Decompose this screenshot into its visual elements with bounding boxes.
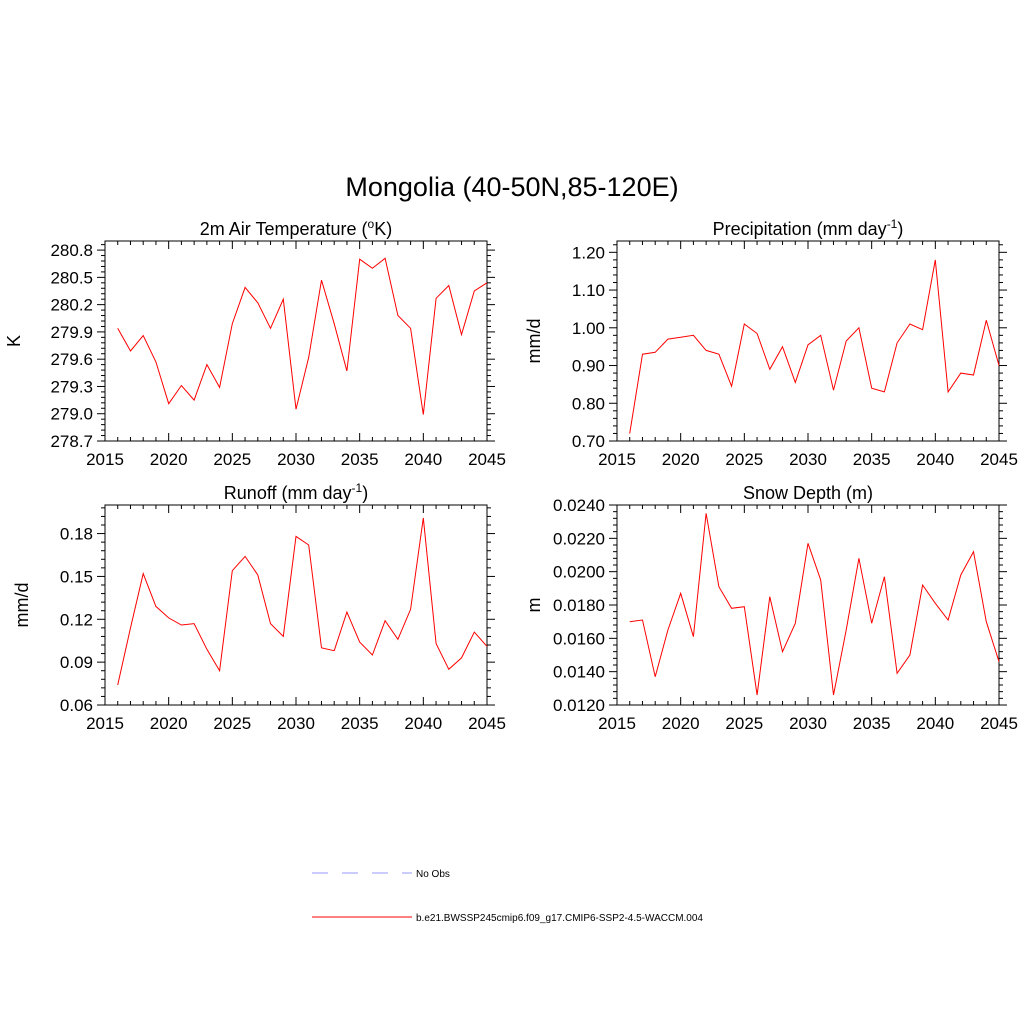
precipitation-series-line <box>629 259 1000 434</box>
precipitation-x-tick-label: 2025 <box>725 450 763 469</box>
temperature-x-tick-label: 2040 <box>404 450 442 469</box>
precipitation-x-tick-label: 2020 <box>662 450 700 469</box>
temperature-x-tick-label: 2015 <box>86 450 124 469</box>
snow-depth-y-tick-label: 0.0120 <box>553 696 605 715</box>
runoff-x-tick-label: 2035 <box>341 714 379 733</box>
temperature-x-axis: 2015 2020 2025 2030 2035 2040 2045 <box>86 241 506 469</box>
runoff-y-tick-label: 0.18 <box>60 525 93 544</box>
snow-depth-x-tick-label: 2030 <box>789 714 827 733</box>
temperature-y-tick-label: 279.0 <box>50 405 93 424</box>
temperature-x-tick-label: 2045 <box>468 450 506 469</box>
temperature-y-tick-label: 279.3 <box>50 377 93 396</box>
snow-depth-y-tick-label: 0.0140 <box>553 663 605 682</box>
precipitation-x-tick-label: 2030 <box>789 450 827 469</box>
precipitation-y-tick-label: 0.80 <box>572 394 605 413</box>
temperature-x-tick-label: 2030 <box>277 450 315 469</box>
temperature-series-line <box>117 257 488 415</box>
temperature-plot-frame <box>104 240 488 442</box>
temperature-y-tick-label: 279.9 <box>50 323 93 342</box>
snow-depth-x-tick-label: 2020 <box>662 714 700 733</box>
temperature-y-axis-label: K <box>4 335 24 347</box>
runoff-panel: Runoff (mm day-1) 2015 2020 2025 2030 2035 204… <box>12 481 506 733</box>
runoff-y-tick-label: 0.15 <box>60 567 93 586</box>
snow-depth-series-line <box>629 513 1000 696</box>
snow-depth-y-tick-label: 0.0160 <box>553 629 605 648</box>
runoff-x-tick-label: 2020 <box>150 714 188 733</box>
runoff-x-tick-label: 2040 <box>404 714 442 733</box>
precipitation-y-tick-label: 1.00 <box>572 319 605 338</box>
snow-depth-x-tick-label: 2045 <box>980 714 1018 733</box>
temperature-x-tick-label: 2025 <box>213 450 251 469</box>
snow-depth-y-tick-label: 0.0220 <box>553 529 605 548</box>
precipitation-title: Precipitation (mm day-1) <box>713 217 904 239</box>
runoff-x-tick-label: 2025 <box>213 714 251 733</box>
precipitation-y-tick-label: 1.20 <box>572 243 605 262</box>
figure-title: Mongolia (40-50N,85-120E) <box>345 172 678 202</box>
snow-depth-plot-frame <box>616 504 1000 706</box>
temperature-y-tick-label: 280.8 <box>50 241 93 260</box>
snow-depth-x-tick-label: 2025 <box>725 714 763 733</box>
snow-depth-y-axis-label: m <box>524 598 544 613</box>
temperature-y-tick-label: 280.5 <box>50 268 93 287</box>
temperature-x-tick-label: 2020 <box>150 450 188 469</box>
precipitation-y-tick-label: 1.10 <box>572 281 605 300</box>
runoff-y-axis-label: mm/d <box>12 583 32 628</box>
precipitation-panel: Precipitation (mm day-1) 2015 2020 2025 2030… <box>524 217 1018 469</box>
temperature-panel: 2m Air Temperature (oK)2015 2020 2025 2030 2… <box>4 217 506 469</box>
runoff-x-tick-label: 2015 <box>86 714 124 733</box>
snow-depth-panel: Snow Depth (m)2015 2020 2025 2030 2035 2040 20… <box>524 483 1018 733</box>
runoff-x-axis: 2015 2020 2025 2030 2035 2040 2045 <box>86 505 506 733</box>
precipitation-y-axis-label: mm/d <box>524 319 544 364</box>
runoff-title: Runoff (mm day-1) <box>224 481 368 503</box>
precipitation-x-tick-label: 2035 <box>853 450 891 469</box>
precipitation-x-tick-label: 2040 <box>916 450 954 469</box>
runoff-y-tick-label: 0.09 <box>60 653 93 672</box>
temperature-y-tick-label: 279.6 <box>50 350 93 369</box>
snow-depth-x-tick-label: 2035 <box>853 714 891 733</box>
precipitation-x-tick-label: 2015 <box>598 450 636 469</box>
precipitation-y-tick-label: 0.70 <box>572 432 605 451</box>
runoff-plot-frame <box>104 504 488 706</box>
snow-depth-y-tick-label: 0.0240 <box>553 496 605 515</box>
runoff-x-tick-label: 2030 <box>277 714 315 733</box>
precipitation-plot-frame <box>616 240 1000 442</box>
snow-depth-y-tick-label: 0.0180 <box>553 596 605 615</box>
temperature-x-tick-label: 2035 <box>341 450 379 469</box>
runoff-x-tick-label: 2045 <box>468 714 506 733</box>
snow-depth-x-tick-label: 2015 <box>598 714 636 733</box>
snow-depth-y-tick-label: 0.0200 <box>553 563 605 582</box>
temperature-y-axis: 278.7 279.0 279.3 279.6 279.9 280.2 280.5 280.8 <box>50 241 495 451</box>
snow-depth-y-axis: 0.0120 0.0140 0.0160 0.0180 0.0200 0.0220 0.02… <box>553 496 1007 715</box>
precipitation-x-axis: 2015 2020 2025 2030 2035 2040 2045 <box>598 241 1018 469</box>
runoff-y-tick-label: 0.06 <box>60 696 93 715</box>
runoff-y-axis: 0.06 0.09 0.12 0.15 0.18 <box>60 507 495 715</box>
snow-depth-title: Snow Depth (m) <box>743 483 873 503</box>
precipitation-x-tick-label: 2045 <box>980 450 1018 469</box>
temperature-title: 2m Air Temperature (oK) <box>200 217 392 239</box>
legend-label-model-run: b.e21.BWSSP245cmip6.f09_g17.CMIP6-SSP2-4… <box>416 913 703 924</box>
legend-item-no-obs: No Obs <box>312 869 450 880</box>
precipitation-y-axis: 0.70 0.80 0.90 1.00 1.10 1.20 <box>572 243 1007 451</box>
legend: No Obs b.e21.BWSSP245cmip6.f09_g17.CMIP6… <box>312 869 703 924</box>
temperature-y-tick-label: 278.7 <box>50 432 93 451</box>
runoff-series-line <box>117 517 488 686</box>
precipitation-y-tick-label: 0.90 <box>572 357 605 376</box>
runoff-y-tick-label: 0.12 <box>60 610 93 629</box>
legend-label-no-obs: No Obs <box>416 869 450 880</box>
snow-depth-x-tick-label: 2040 <box>916 714 954 733</box>
temperature-y-tick-label: 280.2 <box>50 296 93 315</box>
legend-item-model-run: b.e21.BWSSP245cmip6.f09_g17.CMIP6-SSP2-4… <box>312 913 703 924</box>
snow-depth-x-axis: 2015 2020 2025 2030 2035 2040 2045 <box>598 505 1018 733</box>
